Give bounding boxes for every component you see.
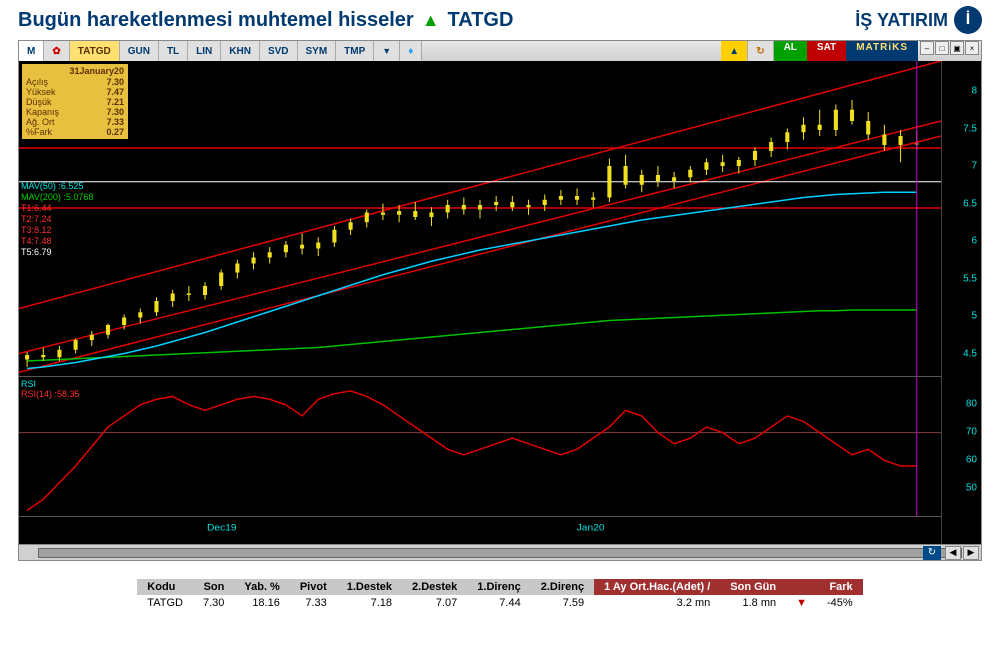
summary-cell: 1.8 mn: [720, 595, 786, 611]
page-title-prefix: Bugün hareketlenmesi muhtemel hisseler: [18, 9, 414, 32]
y-tick-label: 6: [971, 236, 977, 247]
y-tick-label: 6.5: [963, 198, 977, 209]
scrollbar-left-icon[interactable]: ◀: [945, 546, 961, 560]
brand-text: İŞ YATIRIM: [855, 10, 948, 31]
toolbar-btn-svd[interactable]: SVD: [260, 41, 298, 61]
price-chart-panel[interactable]: 31January20 Açılış7.30Yüksek7.47Düşük7.2…: [19, 61, 941, 376]
y-tick-label: 5.5: [963, 273, 977, 284]
ohlc-info-box: 31January20 Açılış7.30Yüksek7.47Düşük7.2…: [21, 63, 129, 140]
indicator-label: MAV(200) :5.0768: [21, 192, 93, 203]
summary-cell: 7.18: [337, 595, 402, 611]
info-row: Ağ. Ort7.33: [26, 117, 124, 127]
toolbar-dropdown-icon[interactable]: ▼: [374, 41, 400, 61]
summary-header: [786, 579, 817, 595]
window-max-icon[interactable]: ▣: [950, 41, 964, 55]
toolbar-btn-tmp[interactable]: TMP: [336, 41, 374, 61]
svg-text:Dec19: Dec19: [207, 523, 237, 534]
summary-header: 1.Destek: [337, 579, 402, 595]
indicator-label: T2:7.24: [21, 214, 93, 225]
y-tick-label: 8: [971, 86, 977, 97]
window-restore-icon[interactable]: □: [935, 41, 949, 55]
summary-cell: 7.30: [193, 595, 234, 611]
summary-header: 2.Destek: [402, 579, 467, 595]
sell-button[interactable]: SAT: [807, 41, 846, 61]
y-tick-label: 7.5: [963, 123, 977, 134]
info-row: %Fark0.27: [26, 127, 124, 137]
scrollbar-thumb[interactable]: [38, 548, 962, 558]
summary-header: 2.Direnç: [531, 579, 594, 595]
toolbar-btn-tl[interactable]: TL: [159, 41, 188, 61]
brand-glyph-icon: İ: [954, 6, 982, 34]
svg-text:Jan20: Jan20: [577, 523, 605, 534]
toolbar-bell-icon[interactable]: ▲: [721, 41, 748, 61]
indicator-label: T4:7.48: [21, 236, 93, 247]
toolbar-flag-icon[interactable]: ✿: [44, 41, 69, 61]
summary-header: Son: [193, 579, 234, 595]
toolbar-btn-sym[interactable]: SYM: [298, 41, 337, 61]
toolbar-refresh-icon[interactable]: ↻: [748, 41, 773, 61]
summary-header: 1.Direnç: [467, 579, 530, 595]
toolbar-twitter-icon[interactable]: ♦: [400, 41, 422, 61]
summary-cell: 7.59: [531, 595, 594, 611]
info-date: 31January20: [26, 66, 124, 76]
indicator-label: T3:8.12: [21, 225, 93, 236]
toolbar-m-icon[interactable]: M: [19, 41, 44, 61]
summary-cell: -45%: [817, 595, 863, 611]
rsi-label: RSI(14) :58.35: [21, 389, 80, 399]
scrollbar-right-icon[interactable]: ▶: [963, 546, 979, 560]
rsi-label: RSI: [21, 379, 80, 389]
summary-header: Kodu: [137, 579, 193, 595]
rsi-labels: RSIRSI(14) :58.35: [21, 379, 80, 399]
y-tick-label: 7: [971, 161, 977, 172]
summary-cell: 7.07: [402, 595, 467, 611]
y-tick-label: 4.5: [963, 348, 977, 359]
rsi-y-tick-label: 80: [966, 399, 977, 410]
info-row: Düşük7.21: [26, 97, 124, 107]
y-tick-label: 5: [971, 311, 977, 322]
summary-cell: 7.44: [467, 595, 530, 611]
window-close-icon[interactable]: ×: [965, 41, 979, 55]
toolbar-symbol[interactable]: TATGD: [70, 41, 120, 61]
summary-cell: 3.2 mn: [594, 595, 720, 611]
buy-button[interactable]: AL: [774, 41, 807, 61]
summary-cell: TATGD: [137, 595, 193, 611]
chart-scrollbar[interactable]: ↻ ◀ ▶: [19, 544, 981, 560]
summary-cell: ▼: [786, 595, 817, 611]
indicator-labels: MAV(50) :6.525MAV(200) :5.0768T1:6.44T2:…: [21, 181, 93, 258]
rsi-y-tick-label: 60: [966, 455, 977, 466]
summary-header: 1 Ay Ort.Hac.(Adet) /: [594, 579, 720, 595]
indicator-label: T5:6.79: [21, 247, 93, 258]
summary-header: Pivot: [290, 579, 337, 595]
up-arrow-icon: ▲: [422, 10, 440, 31]
chart-toolbar: M ✿ TATGD GUNTLLINKHNSVDSYMTMP ▼ ♦ ▲ ↻ A…: [19, 41, 981, 61]
summary-cell: 18.16: [234, 595, 289, 611]
y-axis: 4.5 5 5.5 6 6.5 7 7.5 8 50 60 70 80: [941, 61, 981, 544]
rsi-y-tick-label: 50: [966, 483, 977, 494]
summary-header: Fark: [817, 579, 863, 595]
summary-table: KoduSonYab. %Pivot1.Destek2.Destek1.Dire…: [137, 579, 862, 611]
window-min-icon[interactable]: –: [920, 41, 934, 55]
toolbar-btn-khn[interactable]: KHN: [221, 41, 260, 61]
info-row: Kapanış7.30: [26, 107, 124, 117]
info-row: Açılış7.30: [26, 77, 124, 87]
rsi-chart-panel[interactable]: RSIRSI(14) :58.35: [19, 376, 941, 516]
brand-logo: İŞ YATIRIM İ: [855, 6, 982, 34]
info-row: Yüksek7.47: [26, 87, 124, 97]
indicator-label: T1:6.44: [21, 203, 93, 214]
summary-cell: 7.33: [290, 595, 337, 611]
toolbar-btn-gun[interactable]: GUN: [120, 41, 159, 61]
page-title-symbol: TATGD: [448, 9, 514, 32]
rsi-y-tick-label: 70: [966, 427, 977, 438]
chart-window: M ✿ TATGD GUNTLLINKHNSVDSYMTMP ▼ ♦ ▲ ↻ A…: [18, 40, 982, 561]
summary-header: Son Gün: [720, 579, 786, 595]
summary-header: Yab. %: [234, 579, 289, 595]
toolbar-btn-lin[interactable]: LIN: [188, 41, 221, 61]
x-axis: Dec19 Jan20: [19, 516, 941, 544]
matriks-label: MATRiKS: [846, 41, 918, 61]
scrollbar-refresh-icon[interactable]: ↻: [923, 546, 941, 560]
indicator-label: MAV(50) :6.525: [21, 181, 93, 192]
